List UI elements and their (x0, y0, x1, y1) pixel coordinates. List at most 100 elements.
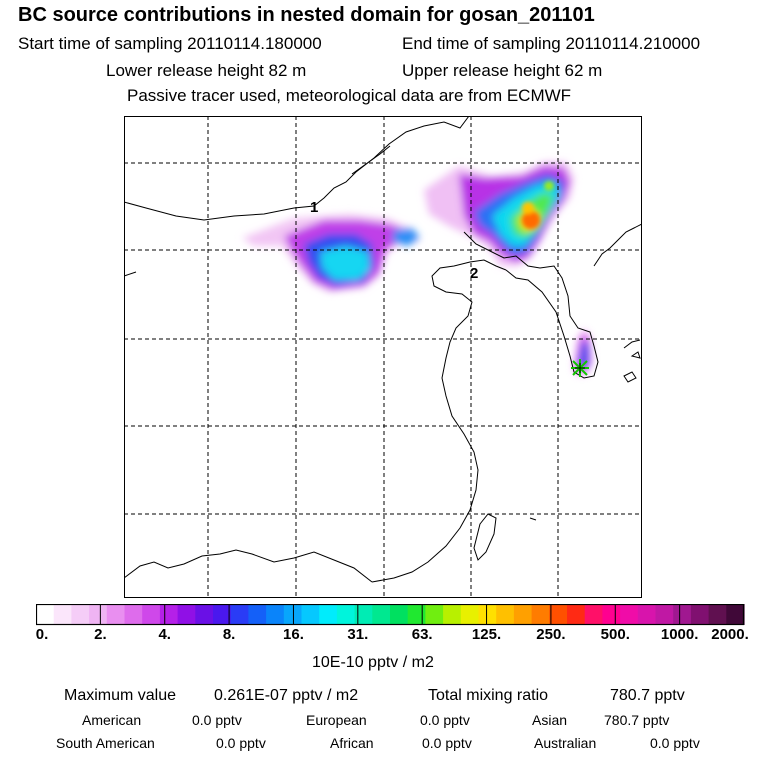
colorbar-cell (142, 604, 161, 625)
colorbar-cell (513, 604, 533, 625)
colorbar-tick-label: 63. (411, 626, 433, 643)
colorbar-cell (584, 604, 603, 625)
max-value: 0.261E-07 pptv / m2 (214, 687, 359, 704)
map-label-2: 1 (310, 199, 318, 216)
colorbar-cell (336, 604, 356, 625)
colorbar-tick-label: 500. (600, 626, 630, 643)
colorbar-cell (637, 604, 657, 625)
region-african-label: African (330, 735, 374, 751)
colorbar-cell (407, 604, 426, 625)
grid-lines (124, 116, 642, 598)
colorbar-frame (36, 604, 745, 626)
region-australian-value: 0.0 pptv (650, 735, 700, 751)
colorbar-cell (655, 604, 674, 625)
plume-west-core (320, 246, 370, 280)
coastlines (124, 116, 642, 583)
colorbar-tick-label: 4. (158, 626, 171, 643)
colorbar-cells (36, 604, 745, 625)
colorbar-tick-label: 1000. (660, 626, 699, 643)
region-south-american-label: South American (56, 735, 155, 751)
colorbar-cell (726, 604, 745, 625)
colorbar-tick-label: 31. (347, 626, 369, 643)
colorbar-cell (71, 604, 90, 625)
colorbar-cell (443, 604, 462, 625)
coast-south-border (124, 549, 373, 583)
colorbar-tick-label: 16. (283, 626, 304, 643)
colorbar-cell (425, 604, 444, 625)
total-mixing-label: Total mixing ratio (428, 687, 549, 704)
colorbar-cell (478, 604, 497, 625)
colorbar-cell (266, 604, 285, 625)
region-asian-label: Asian (532, 712, 568, 728)
colorbar-cell (372, 604, 391, 625)
colorbar-tick-label: 250. (536, 626, 566, 643)
colorbar-cell (549, 604, 568, 625)
colorbar-cell (354, 604, 373, 625)
colorbar-cell (159, 604, 179, 625)
colorbar-cell (531, 604, 550, 625)
colorbar (36, 604, 745, 626)
start-time: Start time of sampling 20110114.180000 (18, 34, 322, 53)
island-small-c (529, 517, 537, 521)
coast-china-east (371, 259, 507, 583)
colorbar-cell (248, 604, 267, 625)
colorbar-units: 10E-10 pptv / m2 (312, 654, 434, 671)
colorbar-cell (673, 604, 692, 625)
colorbar-cell (460, 604, 480, 625)
coast-japan-west (623, 339, 641, 349)
colorbar-tick-label: 2000. (711, 626, 749, 643)
map-frame (124, 116, 642, 598)
concentration-plumes (242, 162, 592, 374)
colorbar-tick-label: 125. (471, 626, 502, 643)
page-title: BC source contributions in nested domain… (18, 4, 595, 26)
total-mixing-value: 780.7 pptv (610, 687, 685, 704)
region-american-label: American (82, 712, 142, 728)
plume-ne-secondary-peak (544, 181, 554, 191)
colorbar-cell (124, 604, 143, 625)
colorbar-cell (496, 604, 515, 625)
colorbar-cell (195, 604, 214, 625)
border-west-stub (124, 271, 137, 277)
colorbar-cell (177, 604, 196, 625)
colorbar-cell (301, 604, 320, 625)
star-marker-icon (571, 359, 589, 377)
region-european-label: European (306, 712, 367, 728)
tracer-note: Passive tracer used, meteorological data… (127, 86, 572, 105)
region-south-american-value: 0.0 pptv (216, 735, 266, 751)
end-time: End time of sampling 20110114.210000 (402, 34, 701, 53)
colorbar-cell (53, 604, 72, 625)
colorbar-cell (620, 604, 639, 625)
colorbar-cell (708, 604, 727, 625)
region-australian-label: Australian (534, 735, 597, 751)
island-small-a (623, 371, 637, 383)
region-european-value: 0.0 pptv (420, 712, 470, 728)
colorbar-tick-label: 0. (35, 626, 49, 643)
border-segment (351, 145, 391, 175)
map-panel: 1 2 (124, 116, 642, 598)
colorbar-cell (690, 604, 710, 625)
plume-west-tail (392, 228, 420, 246)
colorbar-cell (567, 604, 586, 625)
colorbar-cell (36, 604, 55, 625)
map-label-1: 2 (470, 265, 478, 282)
colorbar-cell (230, 604, 249, 625)
colorbar-cell (319, 604, 338, 625)
colorbar-tick-label: 8. (222, 626, 236, 643)
plume-ne-orange (522, 202, 534, 214)
colorbar-cell (106, 604, 126, 625)
coast-japan-sea (593, 223, 642, 267)
upper-release-height: Upper release height 62 m (402, 61, 603, 80)
island-small-b (630, 351, 641, 359)
region-african-value: 0.0 pptv (422, 735, 472, 751)
coast-korea-bohai (463, 231, 599, 379)
coast-taiwan (473, 513, 497, 561)
lower-release-height: Lower release height 82 m (106, 61, 307, 80)
colorbar-cell (602, 604, 621, 625)
colorbar-tick-label: 2. (94, 626, 107, 643)
plume-ne-peak (522, 211, 540, 229)
colorbar-cell (213, 604, 232, 625)
max-value-label: Maximum value (64, 687, 177, 704)
colorbar-cell (390, 604, 409, 625)
colorbar-cell (89, 604, 108, 625)
region-asian-value: 780.7 pptv (604, 712, 670, 728)
